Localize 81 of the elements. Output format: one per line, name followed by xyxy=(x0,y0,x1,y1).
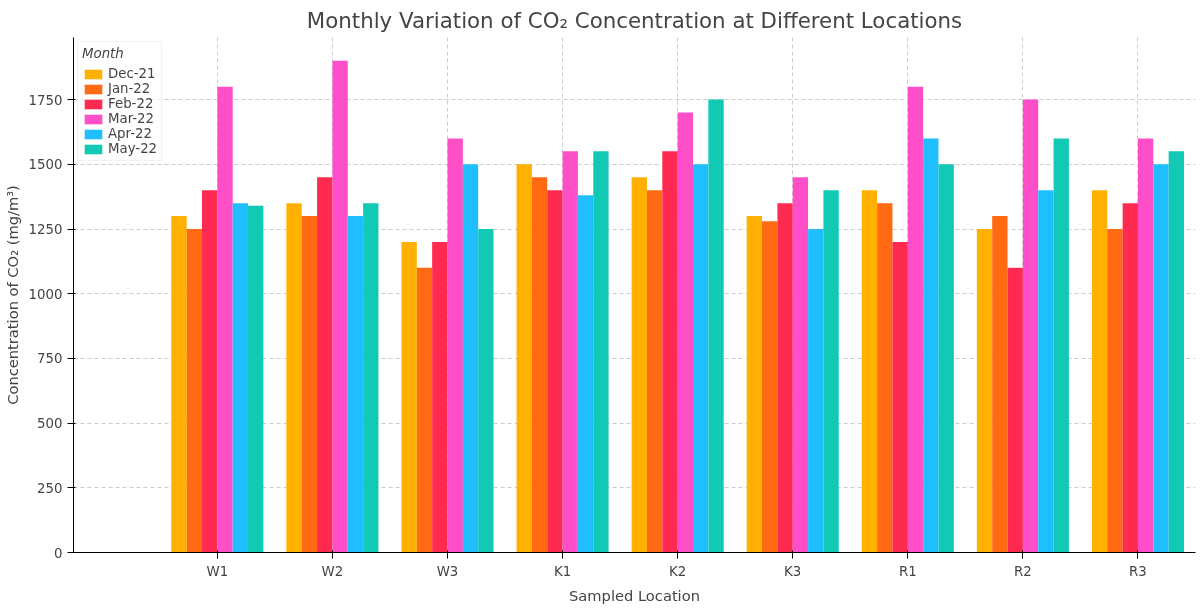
bar xyxy=(332,60,348,553)
bar xyxy=(762,221,778,553)
bar xyxy=(1168,151,1184,553)
x-tick-label: K2 xyxy=(669,563,687,579)
bar xyxy=(877,203,893,553)
bar xyxy=(1091,190,1108,553)
bar xyxy=(516,164,532,553)
y-tick-label: 1750 xyxy=(28,92,63,108)
bar xyxy=(823,190,839,553)
bar xyxy=(301,216,318,553)
bar xyxy=(923,138,939,553)
bar xyxy=(631,177,647,553)
bar xyxy=(531,177,548,553)
x-tick-label: W1 xyxy=(206,563,229,579)
y-tick-label: 1500 xyxy=(28,157,63,173)
y-tick-label: 250 xyxy=(37,480,63,496)
bar xyxy=(363,203,379,553)
legend-label: Mar-22 xyxy=(108,111,155,126)
y-tick-label: 0 xyxy=(54,545,63,561)
bar xyxy=(248,205,264,553)
bar xyxy=(892,241,908,553)
bar xyxy=(202,190,218,553)
bar xyxy=(432,241,448,553)
bar xyxy=(646,190,663,553)
legend-label: Feb-22 xyxy=(108,96,154,111)
bar xyxy=(992,216,1008,553)
x-axis-title: Sampled Location xyxy=(569,586,700,604)
bar xyxy=(907,86,924,553)
bar xyxy=(677,112,693,553)
bar xyxy=(746,216,763,553)
bar xyxy=(976,229,993,553)
bar xyxy=(1122,203,1138,553)
y-tick-label: 750 xyxy=(37,351,63,367)
x-tick-label: K3 xyxy=(784,563,802,579)
bar xyxy=(186,229,202,553)
bar xyxy=(792,177,809,553)
bar xyxy=(577,195,594,553)
bar xyxy=(171,216,187,553)
y-tick-label: 500 xyxy=(37,416,63,432)
x-tick-label: K1 xyxy=(553,563,572,579)
bar xyxy=(861,190,878,553)
x-tick-label: W2 xyxy=(321,563,344,579)
y-tick-label: 1000 xyxy=(28,286,63,302)
bar xyxy=(286,203,302,553)
legend-label: Dec-21 xyxy=(108,66,156,81)
legend-label: Apr-22 xyxy=(108,126,152,141)
bar xyxy=(401,241,417,553)
chart-title: Monthly Variation of CO₂ Concentration at Different Locations xyxy=(306,7,963,33)
bar xyxy=(1007,267,1023,553)
bar xyxy=(1053,138,1069,553)
bar xyxy=(317,177,333,553)
legend-label: May-22 xyxy=(108,141,158,156)
bar xyxy=(808,229,824,553)
bar xyxy=(708,99,724,553)
bar xyxy=(777,203,793,553)
bar xyxy=(1022,99,1039,553)
bar xyxy=(593,151,609,553)
y-axis-title: Concentration of CO₂ (mg/m³) xyxy=(3,185,21,405)
bar xyxy=(662,151,678,553)
bar xyxy=(232,203,249,553)
bar xyxy=(347,216,364,553)
bar xyxy=(1137,138,1154,553)
bar xyxy=(416,267,433,553)
y-tick-label: 1250 xyxy=(28,222,63,238)
x-tick-label: W3 xyxy=(436,563,459,579)
bar xyxy=(217,86,233,553)
x-tick-label: R1 xyxy=(898,563,917,579)
bar xyxy=(547,190,563,553)
x-tick-label: R3 xyxy=(1129,563,1147,579)
bar xyxy=(1107,229,1123,553)
bar xyxy=(693,164,709,553)
bar xyxy=(1153,164,1169,553)
bar xyxy=(462,164,479,553)
bar xyxy=(938,164,954,553)
legend-title: Month xyxy=(82,46,125,61)
bar xyxy=(478,229,494,553)
legend-label: Jan-22 xyxy=(108,81,151,96)
bar xyxy=(562,151,578,553)
bar xyxy=(1038,190,1054,553)
bar xyxy=(447,138,463,553)
x-tick-label: R2 xyxy=(1014,563,1032,579)
